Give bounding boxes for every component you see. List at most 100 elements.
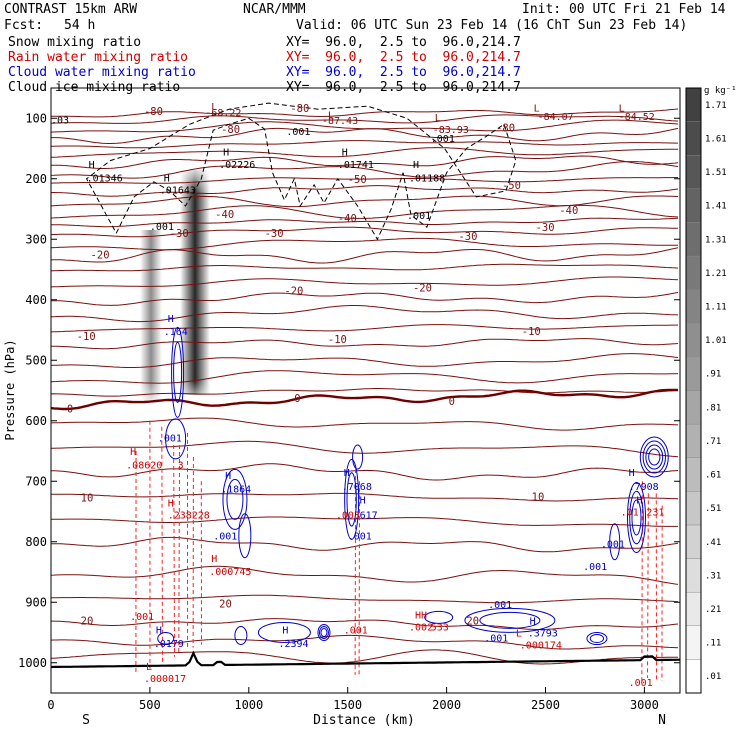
contour-annotation: .000017 bbox=[144, 674, 186, 685]
isotherm-label: 0 bbox=[67, 404, 73, 416]
y-tick-label: 400 bbox=[25, 293, 47, 307]
contour-annotation: H bbox=[168, 314, 174, 325]
contour-annotation: .001 bbox=[158, 434, 182, 445]
x-tick-label: 0 bbox=[47, 698, 54, 712]
y-tick-label: 1000 bbox=[18, 656, 47, 670]
contour-annotation: 3 bbox=[178, 460, 184, 471]
isotherm-label: -40 bbox=[338, 213, 357, 225]
contour-annotation: .001 bbox=[629, 678, 653, 689]
contour-annotation: H bbox=[530, 616, 536, 627]
y-tick-label: 800 bbox=[25, 535, 47, 549]
isotherm-label: -80 bbox=[221, 124, 240, 136]
contour-annotation: 533 bbox=[431, 622, 449, 633]
contour-annotation: H bbox=[344, 468, 350, 479]
isotherm-label: 10 bbox=[532, 491, 545, 503]
colorbar-cell bbox=[686, 122, 701, 156]
y-tick-label: 100 bbox=[25, 111, 47, 125]
colorbar-tick-label: 1.71 bbox=[705, 101, 727, 111]
contour-annotation: -84.52 bbox=[619, 112, 655, 123]
contour-annotation: H bbox=[225, 471, 231, 482]
isotherm-label: 0 bbox=[294, 393, 300, 405]
contour-annotation: .001 bbox=[213, 532, 237, 543]
x-axis-label: Distance (km) bbox=[313, 713, 415, 728]
colorbar-cell bbox=[686, 592, 701, 626]
colorbar-tick-label: .21 bbox=[705, 605, 721, 615]
contour-annotation: 617 bbox=[360, 511, 378, 522]
contour-annotation: .238228 bbox=[168, 511, 210, 522]
colorbar-cell bbox=[686, 189, 701, 223]
isotherm-label: -10 bbox=[522, 326, 541, 338]
cloud-water-contour bbox=[321, 629, 327, 637]
colorbar-tick-label: 1.41 bbox=[705, 202, 727, 212]
contour-annotation: .001 bbox=[484, 633, 508, 644]
contour-annotation: L bbox=[435, 113, 441, 124]
colorbar-cell bbox=[686, 88, 701, 122]
endpoint-left: S bbox=[82, 713, 90, 728]
colorbar-tick-label: 1.21 bbox=[705, 269, 727, 279]
contour-annotation: .01 bbox=[621, 508, 639, 519]
contour-annotation: .2394 bbox=[278, 639, 308, 650]
colorbar-tick-label: 1.61 bbox=[705, 134, 727, 144]
contour-annotation: 231 bbox=[646, 508, 664, 519]
contour-annotation: .001 bbox=[348, 532, 372, 543]
contour-annotation: H bbox=[629, 468, 635, 479]
y-axis-label: Pressure (hPa) bbox=[3, 339, 17, 440]
colorbar-cell bbox=[686, 391, 701, 425]
contour-annotation: -84.07 bbox=[538, 112, 574, 123]
endpoint-right: N bbox=[658, 713, 666, 728]
contour-annotation: .003 bbox=[336, 511, 360, 522]
colorbar-tick-label: 1.31 bbox=[705, 235, 727, 245]
isotherm-label: -10 bbox=[328, 334, 347, 346]
isotherm-label: -40 bbox=[215, 209, 234, 221]
colorbar-cell bbox=[686, 323, 701, 357]
isotherm-label: -20 bbox=[413, 283, 432, 295]
isotherm-label: -20 bbox=[284, 286, 303, 298]
colorbar-tick-label: .81 bbox=[705, 403, 721, 413]
contour-annotation: .001 bbox=[431, 134, 455, 145]
cloud-water-contour bbox=[643, 441, 665, 473]
contour-annotation: .01741 bbox=[338, 160, 374, 171]
isotherm-line bbox=[51, 120, 678, 132]
isotherm-line bbox=[51, 635, 678, 649]
contour-annotation: H bbox=[211, 554, 217, 565]
y-axis: 1002003004005006007008009001000 bbox=[18, 111, 680, 670]
contour-annotation: H bbox=[156, 625, 162, 636]
contour-annotation: .0179 bbox=[154, 639, 184, 650]
x-tick-label: 2500 bbox=[531, 698, 560, 712]
y-tick-label: 300 bbox=[25, 232, 47, 246]
x-tick-label: 2000 bbox=[432, 698, 461, 712]
colorbar-tick-label: .61 bbox=[705, 471, 721, 481]
x-tick-label: 1000 bbox=[234, 698, 263, 712]
isotherm-label: -50 bbox=[348, 174, 367, 186]
y-tick-label: 900 bbox=[25, 595, 47, 609]
y-tick-label: 600 bbox=[25, 414, 47, 428]
contour-annotation: H bbox=[282, 625, 288, 636]
isotherm-line bbox=[51, 141, 678, 148]
contour-annotation: .001 bbox=[150, 222, 174, 233]
isotherm-label: -80 bbox=[144, 106, 163, 118]
isotherm-label: -40 bbox=[559, 205, 578, 217]
contour-annotation: H bbox=[223, 148, 229, 159]
colorbar-tick-label: .51 bbox=[705, 504, 721, 514]
contour-annotation: .000745 bbox=[209, 567, 251, 578]
rain-dashed-line bbox=[647, 493, 648, 678]
colorbar-unit: g kg⁻¹ bbox=[704, 86, 737, 96]
contour-annotation: .002 bbox=[409, 622, 433, 633]
contour-annotation: H bbox=[342, 148, 348, 159]
contour-annotation: .001 bbox=[601, 540, 625, 551]
isotherm-label: -30 bbox=[265, 228, 284, 240]
contour-annotation: .01188 bbox=[409, 174, 445, 185]
contour-annotation: .001 bbox=[286, 127, 310, 138]
colorbar-cell bbox=[686, 525, 701, 559]
contour-annotation: .001 bbox=[130, 612, 154, 623]
isotherm-label: 20 bbox=[466, 615, 479, 627]
contour-annotation: .02226 bbox=[219, 160, 255, 171]
contour-annotation: .08620 bbox=[126, 460, 162, 471]
colorbar-tick-label: .01 bbox=[705, 672, 721, 682]
contour-annotation: .1864 bbox=[221, 485, 251, 496]
x-tick-label: 3000 bbox=[630, 698, 659, 712]
contour-annotation: .3793 bbox=[528, 629, 558, 640]
contour-annotation: L bbox=[516, 629, 522, 640]
